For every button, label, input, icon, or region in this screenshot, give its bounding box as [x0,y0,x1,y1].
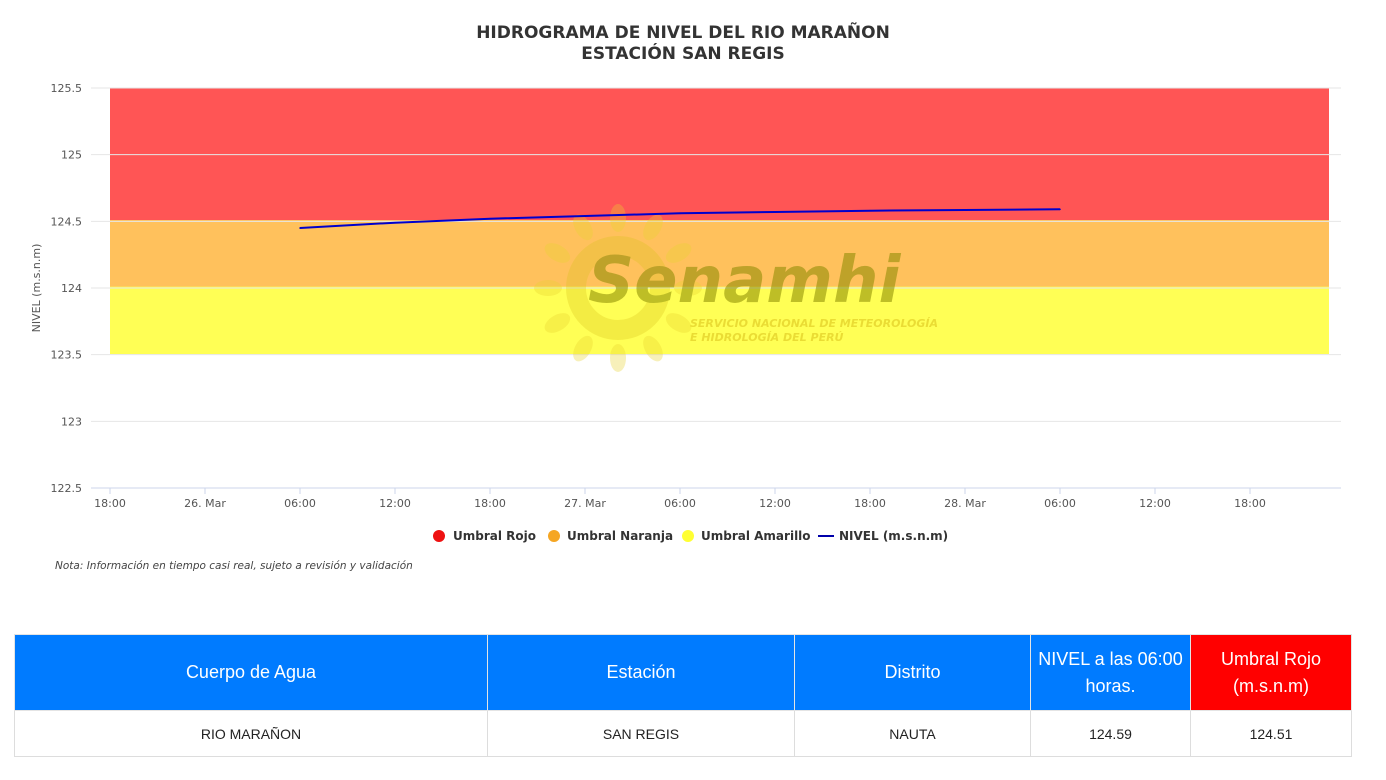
sun-ray [544,243,571,263]
legend-item[interactable]: Umbral Naranja [548,529,673,543]
chart-note: Nota: Información en tiempo casi real, s… [55,560,413,572]
series-point [869,209,871,212]
band-umbral-amarillo [110,286,1329,354]
band-umbral-rojo [110,88,1329,220]
x-tick-label: 12:00 [379,497,411,510]
legend-marker [548,530,560,542]
y-tick-label: 122.5 [51,482,83,495]
sun-ray [573,214,593,241]
chart-legend: Umbral Rojo Umbral Naranja Umbral Amarillo… [433,529,948,543]
x-tick-label: 06:00 [284,497,316,510]
x-tick-label: 06:00 [1044,497,1076,510]
chart-title: HIDROGRAMA DE NIVEL DEL RIO MARAÑON [476,20,890,43]
cell-distrito: NAUTA [794,710,1031,757]
cell-estacion: SAN REGIS [487,710,795,757]
band-umbral-naranja [110,220,1329,287]
series-layer [299,208,1061,229]
y-tick-label: 124.5 [51,215,83,228]
x-tick-label: 28. Mar [944,497,986,510]
cell-cuerpo-de-agua: RIO MARAÑON [14,710,488,757]
sun-ray [610,344,626,372]
sun-ray [610,204,626,232]
sun-ray [534,280,562,296]
legend-label: Umbral Rojo [453,529,536,543]
x-tick-label: 18:00 [94,497,126,510]
y-tick-label: 123.5 [51,349,83,362]
x-tick-label: 12:00 [1139,497,1171,510]
series-point [584,215,586,217]
threshold-bands [110,88,1329,355]
chart-subtitle: ESTACIÓN SAN REGIS [581,42,784,64]
series-point [964,209,966,211]
sun-ray [544,313,571,333]
y-tick-label: 123 [61,415,82,428]
legend-item[interactable]: Umbral Amarillo [682,529,811,543]
x-tick-label: 18:00 [854,497,886,510]
sun-ray [665,313,692,333]
x-axis: 18:00 26. Mar 06:00 12:00 18:00 27. Mar 06:00 1… [91,487,1341,510]
y-axis-title: NIVEL (m.s.n.m) [30,244,43,333]
header-distrito: Distrito [794,634,1031,711]
series-point [299,227,301,229]
sun-ray [643,214,663,241]
sun-ray [643,335,663,362]
sun-ray [674,280,702,296]
x-tick-label: 12:00 [759,497,791,510]
table-row: RIO MARAÑON SAN REGIS NAUTA 124.59 124.5… [14,710,1352,757]
legend-label: Umbral Amarillo [701,529,811,543]
series-point [679,212,681,215]
hydrograph-chart: HIDROGRAMA DE NIVEL DEL RIO MARAÑON ESTA… [30,20,1341,572]
x-tick-label: 26. Mar [184,497,226,510]
series-point [489,217,491,220]
sun-ray [665,243,692,263]
cell-umbral-rojo: 124.51 [1190,710,1352,757]
series-point [774,211,776,213]
y-tick-label: 125 [61,149,82,162]
y-tick-label: 125.5 [51,82,83,95]
legend-marker [682,530,694,542]
senamhi-watermark: Senamhi SERVICIO NACIONAL DE METEOROLOGÍ… [534,204,938,372]
series-point [394,221,396,224]
watermark-line-2: E HIDROLOGÍA DEL PERÚ [690,331,844,344]
header-nivel: NIVEL a las 06:00 horas. [1030,634,1191,711]
sun-ray [573,335,593,362]
x-tick-label: 18:00 [474,497,506,510]
x-tick-label: 06:00 [664,497,696,510]
series-point [1059,208,1061,211]
legend-item[interactable]: NIVEL (m.s.n.m) [818,529,948,543]
watermark-logo-text: Senamhi [588,244,902,318]
sun-logo-icon [534,204,702,372]
header-cuerpo-de-agua: Cuerpo de Agua [14,634,488,711]
legend-marker [433,530,445,542]
header-estacion: Estación [487,634,795,711]
y-axis: 125.5 125 124.5 124 123.5 123 122.5 [51,82,83,495]
legend-label: Umbral Naranja [567,529,673,543]
legend-item[interactable]: Umbral Rojo [433,529,536,543]
header-umbral-rojo: Umbral Rojo (m.s.n.m) [1190,634,1352,711]
watermark-line-1: SERVICIO NACIONAL DE METEOROLOGÍA [690,317,938,330]
y-tick-label: 124 [61,282,82,295]
legend-label: NIVEL (m.s.n.m) [839,529,948,543]
summary-table: Cuerpo de Agua Estación Distrito NIVEL a… [14,634,1352,757]
x-tick-label: 27. Mar [564,497,606,510]
x-tick-label: 18:00 [1234,497,1266,510]
table-header-row: Cuerpo de Agua Estación Distrito NIVEL a… [14,634,1352,711]
cell-nivel: 124.59 [1030,710,1191,757]
